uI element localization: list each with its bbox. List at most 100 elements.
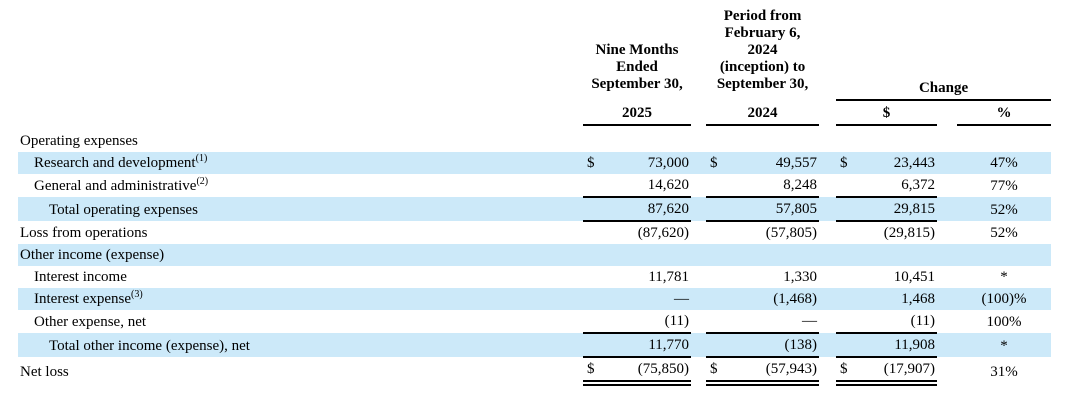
- dollar-sign: [583, 266, 603, 288]
- column-spacer: [819, 266, 836, 288]
- dollar-sign: $: [836, 357, 855, 386]
- row-label: Total operating expenses: [18, 197, 583, 221]
- row-label: Research and development(1): [18, 152, 583, 174]
- column-spacer: [937, 125, 957, 152]
- period-header-line: Period from: [723, 8, 802, 24]
- row-label: Loss from operations: [18, 221, 583, 244]
- row-label: Interest income: [18, 266, 583, 288]
- row-interest-income: Interest income 11,781 1,330 10,451 *: [18, 266, 1051, 288]
- row-net-loss: Net loss $ (75,850) $ (57,943) $ (17,907…: [18, 357, 1051, 386]
- value-change: 6,372: [854, 174, 938, 198]
- footnote-ref: (3): [131, 289, 143, 300]
- row-general-administrative: General and administrative(2) 14,620 8,2…: [18, 174, 1051, 198]
- row-label-text: General and administrative: [34, 178, 197, 194]
- column-spacer: [819, 152, 837, 174]
- row-operating-expenses: Operating expenses: [18, 125, 1051, 152]
- value-2024: (57,943): [726, 357, 820, 386]
- value-percent: *: [957, 333, 1052, 357]
- row-other-income-expense: Other income (expense): [18, 244, 1052, 266]
- column-spacer: [937, 152, 958, 174]
- dollar-sign: [836, 310, 855, 334]
- row-loss-from-operations: Loss from operations (87,620) (57,805) (…: [18, 221, 1051, 244]
- dollar-sign: [583, 197, 603, 222]
- period-header-line: February 6,: [724, 25, 801, 41]
- dollar-sign: [583, 333, 603, 358]
- change-dollar-header: $: [836, 100, 938, 126]
- financial-statement-sheet: Nine Months Ended September 30, Period f…: [18, 8, 1052, 386]
- column-spacer: [691, 125, 706, 152]
- footnote-ref: (1): [195, 153, 208, 164]
- dollar-sign: [836, 221, 854, 244]
- column-spacer: [691, 357, 706, 383]
- value-change: [854, 244, 938, 266]
- column-spacer: [691, 244, 707, 266]
- row-label: Net loss: [18, 357, 583, 383]
- column-spacer: [937, 310, 957, 333]
- header-period-row: Nine Months Ended September 30, Period f…: [18, 8, 1052, 101]
- column-spacer: [691, 152, 707, 174]
- column-spacer: [819, 221, 836, 244]
- row-interest-expense: Interest expense(3) — (1,468) 1,468 (100…: [18, 288, 1052, 310]
- row-label-text: Interest expense: [34, 291, 132, 307]
- column-spacer: [937, 100, 957, 125]
- row-label-text: Total other income (expense), net: [49, 338, 250, 354]
- column-spacer: [691, 174, 706, 197]
- value-2025: 73,000: [603, 152, 692, 174]
- column-spacer: [937, 357, 957, 383]
- value-2025: [603, 244, 692, 266]
- value-percent: [957, 125, 1051, 152]
- column-spacer: [819, 197, 837, 221]
- period-2024-header: Period from February 6, 2024 (inception)…: [706, 8, 819, 100]
- year-2025-header: 2025: [583, 100, 692, 126]
- row-label-text: Other expense, net: [34, 314, 147, 330]
- value-2025: 11,781: [648, 269, 690, 285]
- value-change: [854, 125, 937, 152]
- period-header-line: September 30,: [591, 76, 683, 92]
- column-spacer: [691, 100, 706, 125]
- value-change: (11): [854, 310, 938, 334]
- period-header-line: Nine Months: [595, 42, 679, 58]
- dollar-sign: [583, 174, 603, 198]
- dollar-sign: [836, 174, 855, 198]
- value-2025: (75,850): [603, 357, 692, 386]
- column-spacer: [819, 333, 837, 357]
- column-spacer: [691, 310, 706, 333]
- row-label: Total other income (expense), net: [18, 333, 583, 357]
- dollar-sign: [706, 174, 727, 198]
- row-total-other-income: Total other income (expense), net 11,770…: [18, 333, 1052, 358]
- value-change: (17,907): [854, 357, 938, 386]
- dollar-sign: [583, 310, 603, 334]
- dollar-sign: [583, 125, 603, 152]
- value-change: 10,451: [893, 269, 936, 285]
- value-percent: [957, 244, 1052, 266]
- dollar-sign: [706, 244, 727, 266]
- value-change: 1,468: [854, 288, 938, 310]
- period-header-line: 2024: [747, 42, 778, 58]
- dollar-sign: [836, 125, 854, 152]
- column-spacer: [691, 221, 706, 244]
- value-change: 29,815: [854, 197, 938, 222]
- header-label-spacer: [18, 100, 583, 125]
- change-header: Change: [836, 8, 1052, 101]
- column-spacer: [691, 197, 707, 221]
- value-percent: (100)%: [957, 288, 1052, 310]
- column-spacer: [937, 244, 958, 266]
- value-percent: 31%: [990, 364, 1018, 380]
- header-label-spacer: [18, 8, 583, 100]
- value-2024: (57,805): [765, 225, 818, 241]
- value-change: (29,815): [883, 225, 936, 241]
- row-label-text: Loss from operations: [20, 225, 148, 241]
- column-spacer: [691, 266, 706, 288]
- value-change: 11,908: [854, 333, 938, 358]
- period-header-line: Ended: [616, 59, 658, 75]
- year-2024-header: 2024: [706, 100, 820, 126]
- value-2024: 57,805: [726, 197, 820, 222]
- header-year-row: 2025 2024 $ %: [18, 100, 1052, 126]
- footnote-ref: (2): [196, 176, 209, 187]
- dollar-sign: $: [706, 357, 727, 386]
- period-2025-header: Nine Months Ended September 30,: [583, 8, 691, 100]
- column-spacer: [819, 244, 837, 266]
- row-label: Other expense, net: [18, 310, 583, 333]
- dollar-sign: [836, 266, 854, 288]
- row-total-operating-expenses: Total operating expenses 87,620 57,805 2…: [18, 197, 1052, 222]
